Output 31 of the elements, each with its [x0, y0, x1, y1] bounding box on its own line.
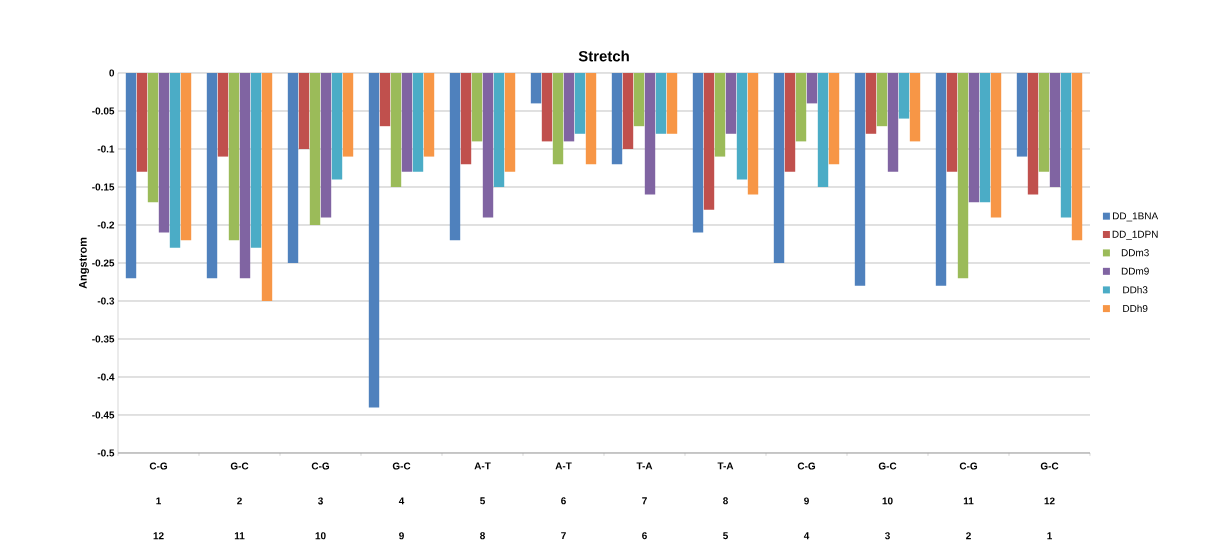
chart-title: Stretch [578, 50, 629, 62]
y-tick-label: -0.4 [97, 373, 115, 381]
y-tick-label: 0 [109, 69, 115, 77]
category-label: C-G 1 12 [149, 462, 168, 540]
category-label: A-T 5 8 [474, 462, 491, 540]
y-axis-title: Angstrom [79, 237, 89, 289]
legend-label: DDm9 [1121, 267, 1149, 275]
y-tick-label: -0.45 [92, 411, 115, 419]
y-tick-label: -0.1 [97, 145, 115, 153]
category-label: C-G 3 10 [311, 462, 330, 540]
y-tick-label: -0.2 [97, 221, 115, 229]
category-label: G-C 12 1 [1040, 462, 1059, 540]
category-label: G-C 10 3 [878, 462, 897, 540]
category-label: C-G 9 4 [797, 462, 816, 540]
category-label: G-C 2 11 [230, 462, 249, 540]
legend-label: DDh9 [1123, 304, 1148, 313]
category-label: A-T 6 7 [555, 462, 572, 540]
category-label: T-A 7 6 [636, 462, 653, 540]
category-label: G-C 4 9 [392, 462, 411, 540]
y-tick-label: -0.25 [92, 259, 115, 267]
category-label: T-A 8 5 [717, 462, 734, 540]
legend-label: DDm3 [1121, 249, 1149, 257]
legend-label: DD_1DPN [1112, 230, 1158, 240]
y-tick-label: -0.5 [97, 449, 115, 457]
y-tick-label: -0.05 [92, 107, 115, 115]
y-tick-label: -0.3 [97, 297, 115, 305]
legend-label: DDh3 [1123, 286, 1148, 294]
legend-label: DD_1BNA [1113, 212, 1159, 222]
y-tick-label: -0.35 [92, 335, 115, 343]
y-tick-label: -0.15 [92, 183, 115, 191]
category-label: C-G 11 2 [959, 462, 978, 540]
